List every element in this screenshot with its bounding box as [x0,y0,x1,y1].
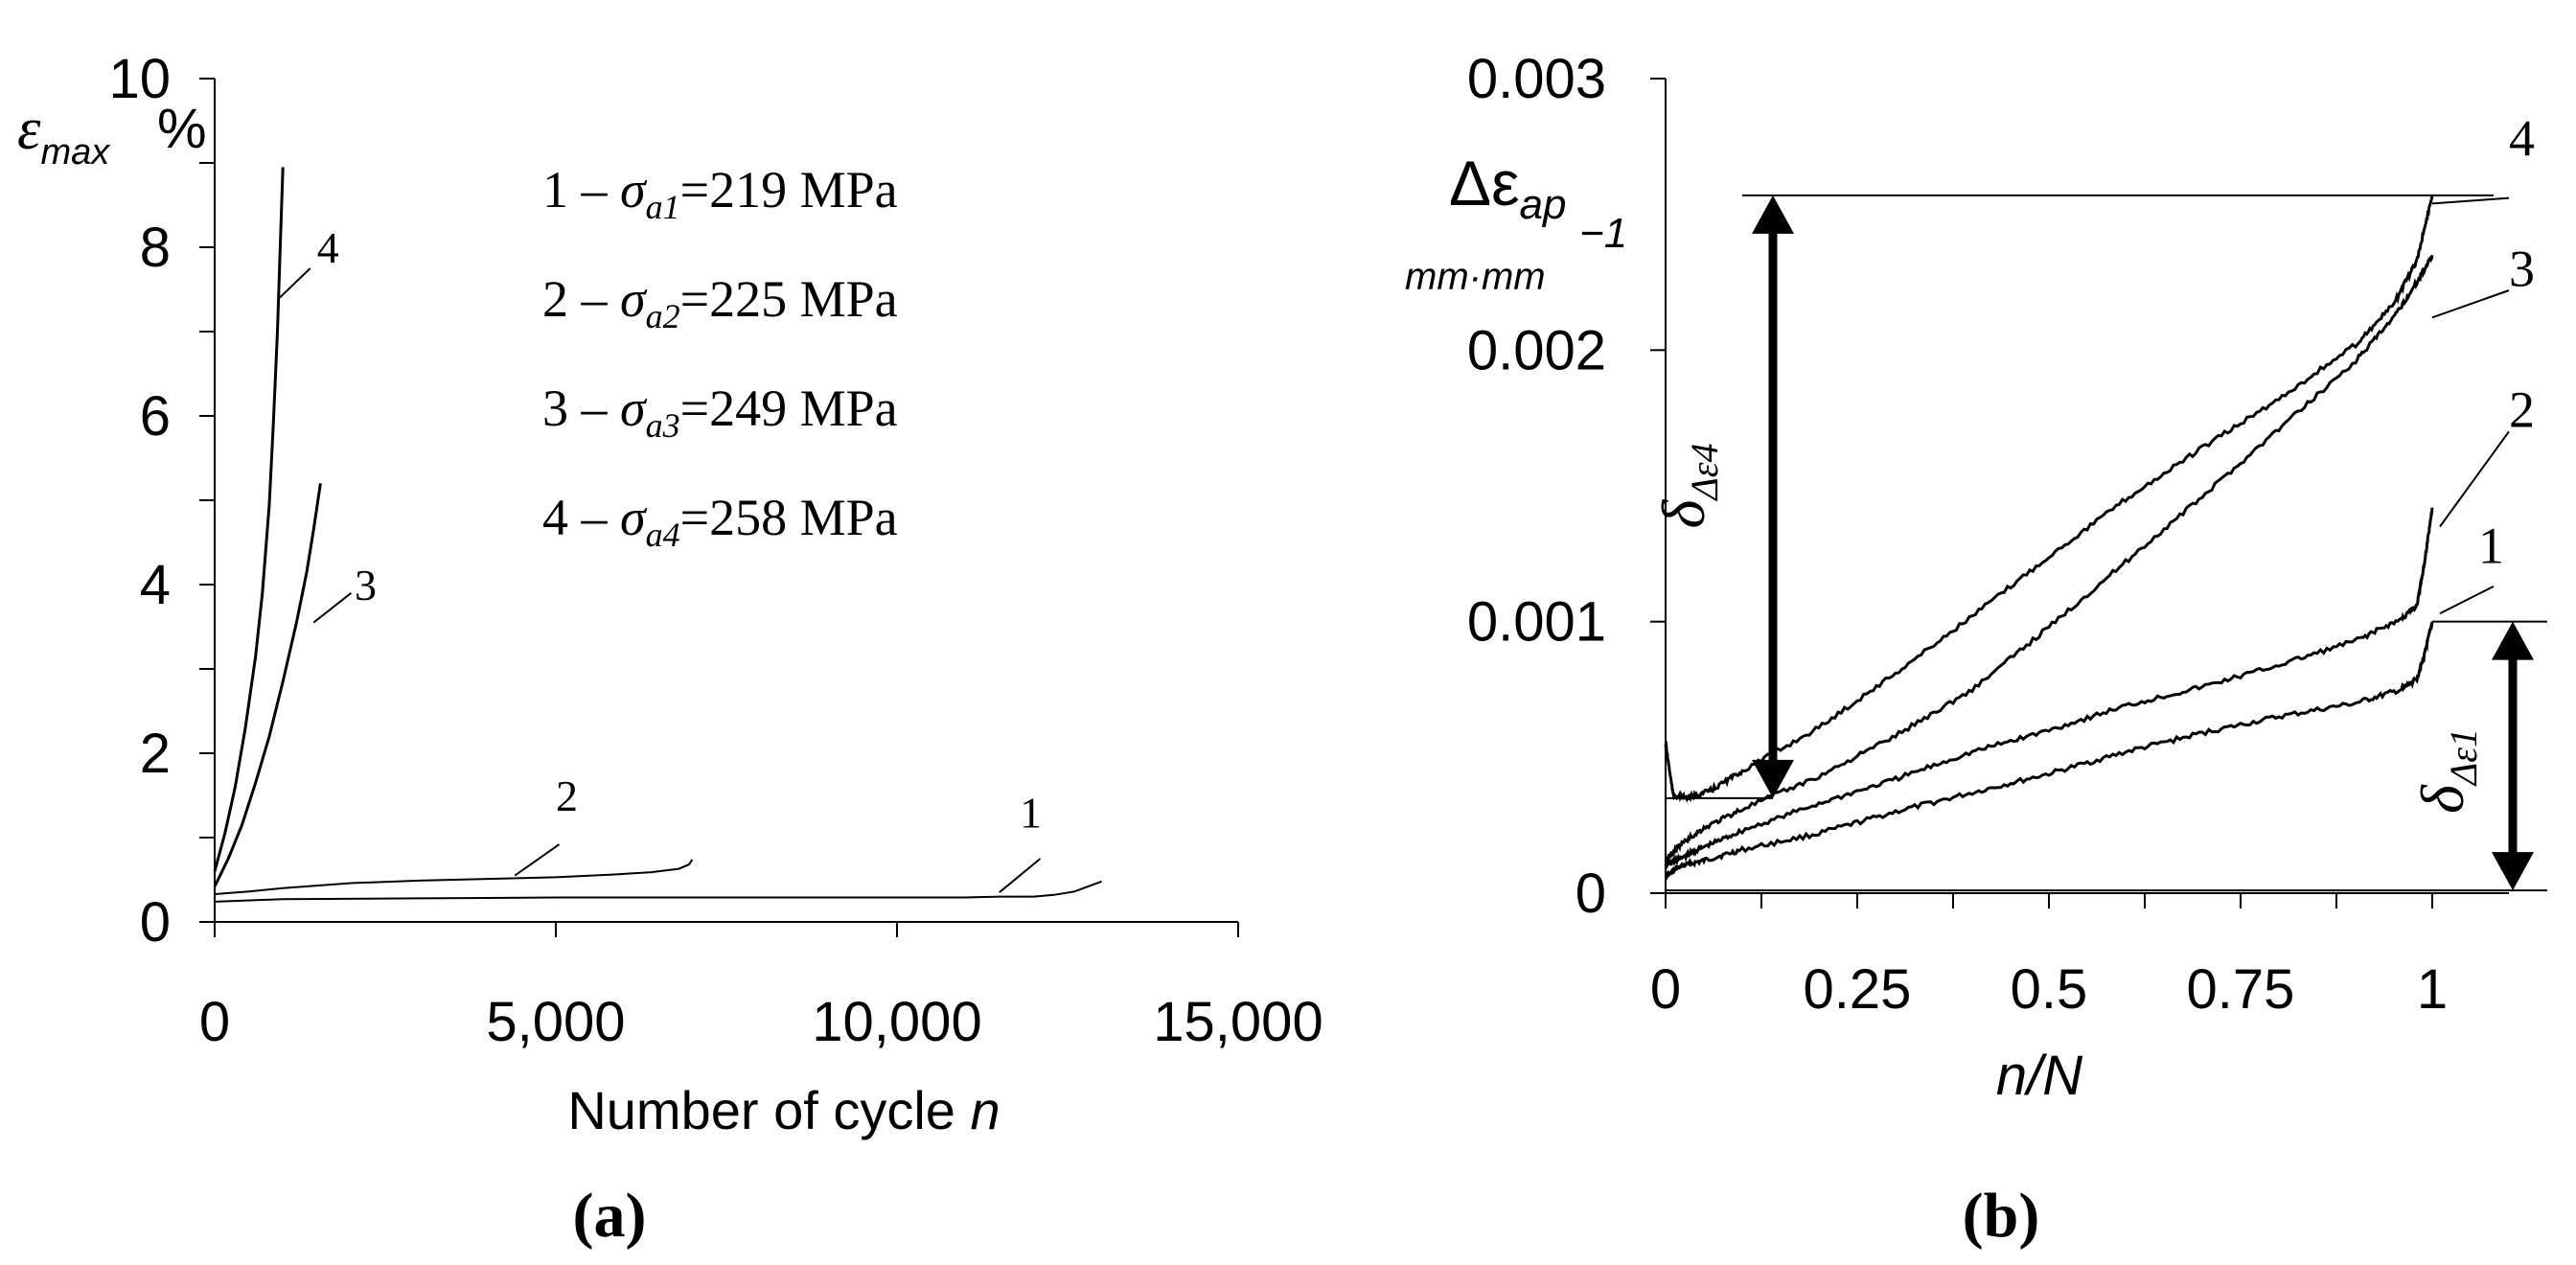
b-curve-1-leader [2439,585,2495,615]
b-y-tick-label: 0.001 [1467,591,1606,654]
a-legend-item-4: 4 – σa4=258 MPa [542,489,898,554]
a-curve-4-leader [278,267,311,299]
a-curve-3-label: 3 [355,561,377,610]
b-x-tick-label: 0.5 [2011,958,2088,1021]
panel-b: 0 0.001 0.002 0.003 0 0.25 0.5 0.75 1 1 2 3 4 δΔε4 δ… [1405,48,2547,1251]
a-legend: 1 – σa1=219 MPa 2 – σa2=225 MPa 3 – σa3=24… [542,161,898,554]
b-x-tick-label: 1 [2417,958,2448,1021]
b-delta1-arrow [2492,621,2534,891]
a-y-tick-label: 2 [140,723,171,785]
b-y-unit-exp: −1 [1579,210,1627,257]
a-x-tick-label: 5,000 [486,991,625,1053]
b-curve-2-label: 2 [2509,381,2535,439]
a-y-label: εmax [17,97,111,172]
a-legend-item-3: 3 – σa3=249 MPa [542,380,898,445]
a-series-4-line [213,167,285,872]
b-x-tick-label: 0.25 [1804,958,1912,1021]
a-x-tick-label: 10,000 [812,991,981,1053]
b-curve-2-leader [2439,430,2510,528]
a-caption: (a) [573,1181,647,1251]
b-delta4-arrow [1752,195,1794,798]
a-x-tick-label: 0 [199,991,230,1053]
a-x-tick-label: 15,000 [1153,991,1322,1053]
b-y-tick-label: 0.003 [1467,48,1606,110]
b-curve-1-label: 1 [2478,517,2504,574]
a-series-1-line [214,880,1102,903]
b-series-1-line [1665,621,2434,881]
a-y-unit: % [157,98,207,160]
b-x-label: n/N [1996,1045,2082,1107]
a-curve-1-label: 1 [1020,789,1042,838]
a-x-label: Number of cycle n [567,1080,1000,1140]
a-curve-3-leader [312,592,353,624]
b-series-3-line [1664,254,2434,865]
a-legend-item-2: 2 – σa2=225 MPa [542,270,898,335]
a-curve-2-leader [514,843,561,877]
b-y-tick-label: 0.002 [1467,319,1606,381]
b-series-2-line [1664,507,2434,871]
b-delta4-label: δΔε4 [1649,444,1726,529]
b-delta1-label: δΔε1 [2408,728,2485,814]
a-y-tick-label: 0 [140,891,171,954]
b-x-tick-label: 0.75 [2187,958,2295,1021]
a-y-tick-label: 8 [140,217,171,279]
a-curve-2-label: 2 [556,771,578,820]
b-y-label: Δεap [1449,148,1566,228]
a-series-3-line [213,483,322,887]
a-y-tick-label: 6 [140,385,171,448]
a-series-2-line [214,859,694,895]
a-curve-1-leader [999,858,1042,893]
a-y-tick-label: 4 [140,554,171,616]
b-curve-4-leader [2431,196,2510,205]
b-y-unit: mm·mm [1405,256,1546,298]
a-curve-4-label: 4 [317,223,339,272]
b-y-tick-label: 0 [1576,862,1606,925]
b-curve-4-label: 4 [2509,109,2535,167]
b-curve-3-leader [2431,289,2510,319]
b-curve-3-label: 3 [2509,240,2535,297]
a-y-tick-label: 10 [108,48,171,110]
b-series-4-line [1664,195,2434,803]
b-x-tick-label: 0 [1650,958,1681,1021]
a-legend-item-1: 1 – σa1=219 MPa [542,161,898,226]
b-caption: (b) [1963,1181,2040,1251]
panel-a: 0 2 4 6 8 10 0 5,000 10,000 15,000 1 2 3 4 εmax % Nu… [17,48,1323,1251]
